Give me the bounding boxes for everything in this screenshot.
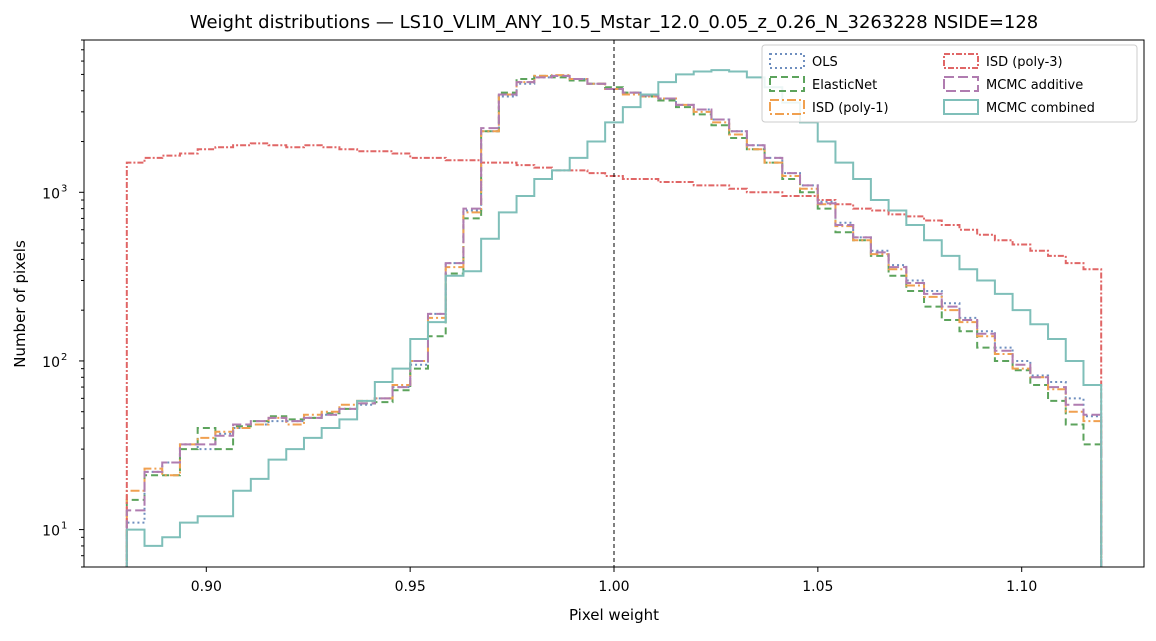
x-axis-ticks: 0.90 0.95 1.00 1.05 1.10 [191, 567, 1037, 595]
x-tick-label: 0.90 [191, 579, 222, 595]
chart-title: Weight distributions — LS10_VLIM_ANY_10.… [190, 12, 1039, 33]
y-tick-label: 10 [42, 355, 60, 371]
x-axis-label: Pixel weight [569, 606, 659, 624]
series-mcmc-additive-step [125, 74, 1103, 567]
legend-label: MCMC combined [986, 101, 1095, 116]
legend-swatch [943, 99, 979, 115]
y-axis-label: Number of pixels [11, 240, 29, 368]
x-tick-label: 1.00 [598, 579, 629, 595]
legend-swatch [769, 53, 805, 69]
legend-label: ISD (poly-1) [812, 101, 889, 116]
series-mcmc-combined-step [125, 69, 1103, 567]
legend-swatch [769, 76, 805, 92]
legend-label: MCMC additive [986, 78, 1083, 93]
plot-series [125, 69, 1103, 567]
y-tick-label: 10 [42, 524, 60, 540]
x-tick-label: 0.95 [395, 579, 426, 595]
y-tick-exponent: 3 [61, 183, 67, 194]
y-tick-label: 10 [42, 186, 60, 202]
legend: OLS ElasticNet ISD (poly-1) ISD (poly-3) MCM… [761, 44, 1138, 123]
legend-box [761, 44, 1138, 123]
legend-swatch [943, 76, 979, 92]
series-elasticnet-step [125, 74, 1103, 567]
y-tick-exponent: 1 [61, 521, 67, 532]
x-tick-label: 1.05 [802, 579, 833, 595]
legend-swatch [769, 99, 805, 115]
legend-label: OLS [812, 55, 838, 70]
legend-label: ElasticNet [812, 78, 877, 93]
x-tick-label: 1.10 [1006, 579, 1037, 595]
legend-swatch [943, 53, 979, 69]
y-tick-exponent: 2 [61, 352, 67, 363]
legend-label: ISD (poly-3) [986, 55, 1063, 70]
